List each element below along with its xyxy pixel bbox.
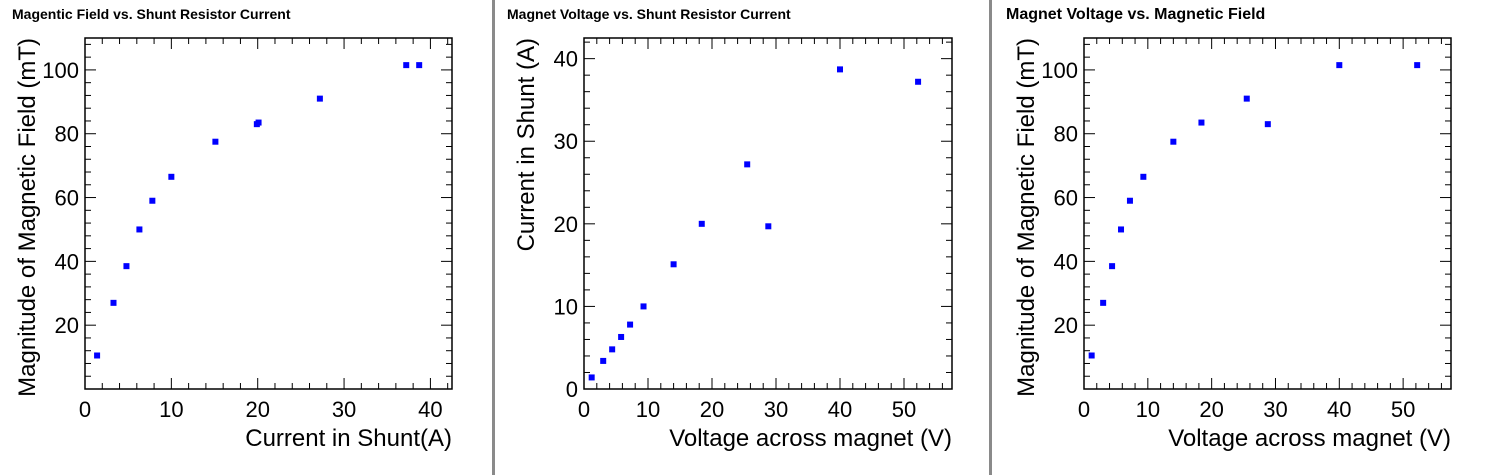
x-tick-label: 10 bbox=[1136, 397, 1160, 422]
x-tick-label: 20 bbox=[700, 397, 724, 422]
chart-title: Magentic Field vs. Shunt Resistor Curren… bbox=[12, 6, 291, 22]
y-tick-label: 40 bbox=[554, 47, 578, 72]
panel-divider bbox=[492, 0, 495, 475]
data-point bbox=[416, 62, 423, 69]
x-tick-label: 40 bbox=[418, 397, 442, 422]
y-tick-label: 20 bbox=[55, 313, 79, 338]
x-tick-label: 0 bbox=[578, 397, 590, 422]
x-tick-label: 20 bbox=[1199, 397, 1223, 422]
data-point bbox=[1100, 299, 1107, 306]
y-axis-label: Magnitude of Magnetic Field (mT) bbox=[1013, 38, 1040, 397]
y-tick-label: 80 bbox=[55, 122, 79, 147]
chart-title: Magnet Voltage vs. Magnetic Field bbox=[1006, 6, 1266, 23]
x-tick-label: 50 bbox=[1391, 397, 1415, 422]
x-tick-label: 0 bbox=[79, 397, 91, 422]
y-tick-label: 100 bbox=[1041, 58, 1078, 83]
y-tick-label: 0 bbox=[566, 377, 578, 402]
data-point bbox=[1414, 62, 1421, 69]
chart-panel-1: Magentic Field vs. Shunt Resistor Curren… bbox=[0, 0, 492, 475]
data-point bbox=[1170, 138, 1177, 145]
data-point bbox=[94, 352, 101, 359]
data-point bbox=[915, 78, 922, 85]
data-point bbox=[618, 333, 625, 340]
data-point bbox=[123, 263, 130, 270]
data-point bbox=[255, 119, 262, 126]
data-point bbox=[1336, 62, 1343, 69]
data-point bbox=[627, 321, 634, 328]
x-tick-label: 20 bbox=[245, 397, 269, 422]
chart-3-plot: 0 10 20 30 40 50 20 40 60 80 100 Voltage across mag… bbox=[1013, 37, 1452, 452]
data-point bbox=[600, 357, 607, 364]
x-axis-label: Current in Shunt(A) bbox=[245, 425, 452, 452]
chart-panel-3: Magnet Voltage vs. Magnetic Field 0 10 20 3… bbox=[994, 0, 1486, 475]
data-point bbox=[837, 66, 843, 73]
y-tick-label: 10 bbox=[554, 294, 578, 319]
data-point bbox=[110, 299, 117, 306]
data-point bbox=[1264, 121, 1271, 128]
x-tick-label: 40 bbox=[828, 397, 852, 422]
data-point bbox=[1198, 119, 1205, 126]
data-point bbox=[168, 173, 175, 180]
y-axis-label: Current in Shunt (A) bbox=[513, 38, 540, 251]
data-point bbox=[1243, 95, 1250, 102]
data-point bbox=[1126, 197, 1133, 204]
data-point bbox=[149, 197, 156, 204]
plot-frame bbox=[84, 37, 453, 390]
chart-2-plot: 0 10 20 30 40 50 0 10 20 30 40 Voltage across magne… bbox=[513, 37, 953, 452]
y-tick-label: 40 bbox=[1054, 249, 1078, 274]
y-tick-label: 30 bbox=[554, 129, 578, 154]
data-point bbox=[609, 346, 616, 353]
data-point bbox=[698, 220, 705, 227]
panel-divider bbox=[989, 0, 992, 475]
data-point bbox=[316, 95, 323, 102]
data-point bbox=[212, 138, 219, 145]
data-point bbox=[744, 161, 751, 168]
data-point bbox=[765, 223, 772, 230]
x-tick-label: 50 bbox=[892, 397, 916, 422]
x-tick-label: 40 bbox=[1327, 397, 1351, 422]
data-point bbox=[403, 62, 410, 69]
x-tick-label: 10 bbox=[636, 397, 660, 422]
y-tick-label: 80 bbox=[1054, 122, 1078, 147]
y-tick-label: 40 bbox=[55, 249, 79, 274]
y-tick-label: 20 bbox=[554, 212, 578, 237]
plot-frame bbox=[583, 37, 953, 390]
x-tick-label: 10 bbox=[159, 397, 183, 422]
data-point bbox=[1109, 263, 1116, 270]
x-tick-label: 30 bbox=[332, 397, 356, 422]
x-tick-label: 30 bbox=[1263, 397, 1287, 422]
data-point bbox=[1088, 352, 1095, 359]
data-point bbox=[1118, 226, 1125, 233]
y-axis-label: Magnitude of Magnetic Field (mT) bbox=[14, 38, 41, 397]
chart-1-plot: 0 10 20 30 40 20 40 60 80 100 Current in Shunt(A) M… bbox=[14, 37, 453, 452]
y-tick-label: 60 bbox=[55, 186, 79, 211]
y-tick-label: 20 bbox=[1054, 313, 1078, 338]
x-tick-label: 30 bbox=[764, 397, 788, 422]
x-axis-label: Voltage across magnet (V) bbox=[1168, 425, 1451, 452]
data-point bbox=[640, 303, 647, 310]
data-point bbox=[1140, 173, 1147, 180]
data-point bbox=[588, 374, 595, 381]
plot-frame bbox=[1083, 37, 1452, 390]
x-tick-label: 0 bbox=[1078, 397, 1090, 422]
chart-panel-2: Magnet Voltage vs. Shunt Resistor Curren… bbox=[495, 0, 989, 475]
chart-title: Magnet Voltage vs. Shunt Resistor Curren… bbox=[507, 6, 791, 22]
data-point bbox=[136, 226, 143, 233]
data-point bbox=[670, 261, 677, 268]
y-tick-label: 100 bbox=[42, 58, 79, 83]
x-axis-label: Voltage across magnet (V) bbox=[669, 425, 952, 452]
y-tick-label: 60 bbox=[1054, 186, 1078, 211]
